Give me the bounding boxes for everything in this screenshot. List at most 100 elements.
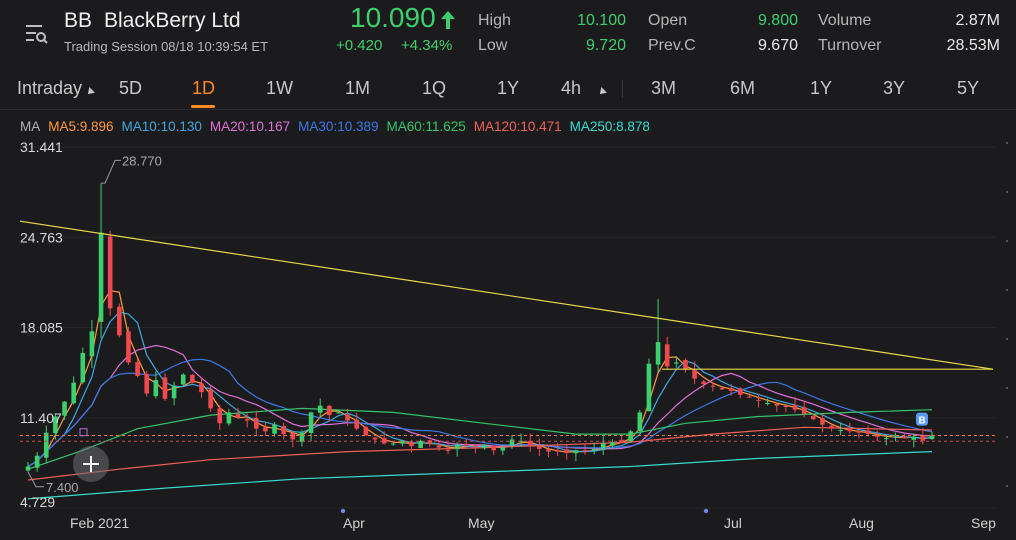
candle-body — [418, 440, 423, 448]
candle-body — [491, 445, 496, 451]
candle-body — [756, 399, 761, 401]
candle-body — [884, 438, 889, 440]
stat-value-high: 10.100 — [577, 12, 626, 29]
candle-body — [473, 445, 478, 447]
ma-legend[interactable]: MA MA5:9.896 MA10:10.130 MA20:10.167 MA30:10… — [20, 119, 658, 134]
candle-body — [893, 436, 898, 438]
right-edge-tick — [1006, 142, 1008, 144]
tab-3m[interactable]: 3M — [651, 78, 677, 98]
candle-body — [253, 418, 259, 429]
ma-line — [27, 407, 933, 470]
tab-1m[interactable]: 1M — [345, 78, 371, 98]
price-change-percent: +4.34% — [401, 37, 453, 54]
tab-5d[interactable]: 5D — [119, 78, 143, 98]
tab-1w[interactable]: 1W — [266, 78, 293, 98]
tab-intraday[interactable]: Intraday — [17, 78, 83, 98]
candle-body — [226, 412, 232, 424]
y-tick-label: 18.085 — [20, 320, 63, 336]
candle-body — [345, 414, 350, 421]
ma-legend-item: MA10:10.130 — [121, 119, 202, 134]
tab-6m[interactable]: 6M — [730, 78, 756, 98]
right-edge-tick — [1006, 338, 1008, 340]
session-timestamp: Trading Session 08/18 10:39:54 ET — [64, 39, 269, 54]
candle-body — [527, 440, 533, 447]
candle-body — [710, 385, 716, 387]
candle-body — [89, 331, 95, 357]
tab-1d[interactable]: 1D — [192, 78, 216, 98]
quote-header: BB BlackBerry Ltd Trading Session 08/18 … — [0, 0, 1016, 66]
tab-1q[interactable]: 1Q — [422, 78, 447, 98]
ma-legend-title: MA — [20, 119, 41, 134]
tab-3y[interactable]: 3Y — [883, 78, 906, 98]
event-dot — [703, 508, 709, 514]
ma-legend-item: MA60:11.625 — [386, 119, 466, 134]
candle-body — [263, 427, 268, 432]
stat-value-turnover: 28.53M — [946, 37, 1000, 54]
candle-body — [180, 374, 186, 385]
last-price: 10.090 — [350, 2, 436, 33]
candle-body — [518, 440, 524, 442]
stat-label-low: Low — [478, 37, 508, 54]
axis-labels: 31.441 24.763 18.085 11.407 4.729 Feb 2021 Apr… — [20, 140, 996, 531]
period-tabs: Intraday 5D 1D 1W 1M 1Q 1Y 4h 3M 6M 1Y 3… — [0, 72, 1016, 110]
tab-1y-long[interactable]: 1Y — [810, 78, 833, 98]
candle-body — [664, 344, 670, 367]
high-annotation-leader — [101, 159, 122, 184]
candle-body — [217, 408, 223, 424]
candle-body — [62, 401, 67, 416]
buy-marker-label: B — [919, 416, 926, 427]
ma-line — [27, 344, 933, 468]
tab-4h[interactable]: 4h — [561, 78, 582, 98]
candle-body — [674, 362, 679, 364]
stat-label-open: Open — [648, 12, 688, 29]
event-dot — [340, 508, 346, 514]
candle-body — [144, 374, 150, 394]
menu-search-icon[interactable] — [24, 22, 48, 46]
candle-body — [865, 430, 871, 435]
candle-body — [53, 416, 58, 434]
candle-body — [43, 432, 49, 458]
stat-label-prev-close: Prev.C — [648, 37, 696, 54]
candle-body — [299, 432, 305, 442]
ma-line — [27, 311, 933, 468]
candle-body — [610, 442, 615, 446]
candle-body — [564, 449, 570, 453]
candle-body — [354, 419, 360, 429]
candle-body — [920, 435, 926, 441]
candle-body — [400, 440, 405, 444]
ma-legend-item: MA20:10.167 — [209, 119, 291, 134]
candle-body — [135, 362, 140, 376]
candle-body — [810, 416, 816, 420]
candle-body — [582, 450, 588, 452]
candlestick-chart[interactable]: 28.770 7.400 B 31.441 24.763 18.085 11.407 4.7… — [0, 140, 1016, 540]
tab-1y[interactable]: 1Y — [497, 78, 520, 98]
candle-body — [25, 466, 31, 471]
stat-value-low: 9.720 — [585, 37, 626, 54]
candle-body — [509, 439, 515, 446]
candle-body — [107, 236, 113, 309]
candle-body — [427, 440, 433, 444]
active-tab-indicator — [191, 105, 215, 108]
candle-body — [117, 306, 122, 336]
candle-body — [454, 444, 460, 450]
candle-body — [902, 436, 907, 439]
candle-body — [272, 424, 277, 434]
ma-legend-item: MA250:8.878 — [569, 119, 650, 134]
candle-body — [464, 443, 469, 445]
ma-legend-item: MA30:10.389 — [298, 119, 379, 134]
candle-body — [774, 403, 780, 406]
high-annotation-label: 28.770 — [122, 153, 162, 168]
price-change: +0.420 — [336, 37, 383, 54]
candles — [25, 183, 935, 472]
candle-body — [728, 387, 734, 391]
candle-body — [829, 425, 834, 429]
arrow-up-icon — [441, 11, 455, 29]
candle-body — [308, 412, 314, 433]
candle-body — [874, 434, 880, 437]
candle-body — [409, 442, 414, 447]
add-drawing-button[interactable] — [73, 446, 109, 482]
low-annotation-label: 7.400 — [46, 480, 79, 495]
tab-5y[interactable]: 5Y — [957, 78, 980, 98]
caret-down-icon — [85, 87, 95, 97]
low-annotation-leader — [27, 471, 44, 488]
